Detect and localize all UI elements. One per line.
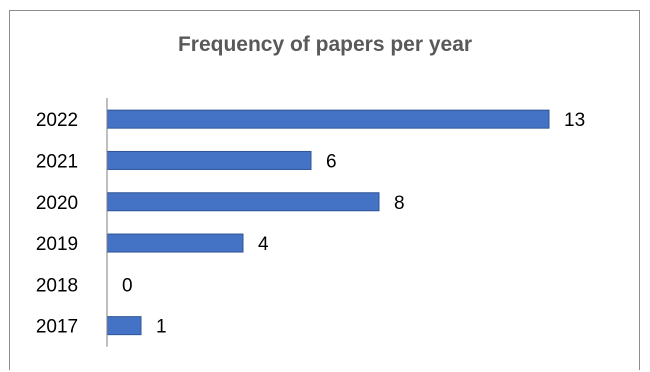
bar-2020 [106, 192, 380, 212]
category-label-2017: 2017 [36, 317, 78, 338]
category-label-2020: 2020 [36, 193, 78, 214]
category-label-2018: 2018 [36, 275, 78, 296]
data-label-2018: 0 [122, 275, 133, 296]
category-label-2021: 2021 [36, 151, 78, 172]
chart-title: Frequency of papers per year [177, 33, 473, 56]
bar-2019 [106, 233, 244, 253]
data-label-2019: 4 [258, 234, 269, 255]
data-label-2022: 13 [564, 110, 585, 131]
bar-2017 [106, 316, 142, 336]
bar-2022 [106, 109, 550, 129]
category-label-2019: 2019 [36, 234, 78, 255]
bar-2021 [106, 150, 312, 170]
data-label-2021: 6 [326, 151, 337, 172]
chart-frame [9, 10, 640, 370]
data-label-2020: 8 [394, 193, 405, 214]
category-label-2022: 2022 [36, 110, 78, 131]
data-label-2017: 1 [156, 317, 167, 338]
